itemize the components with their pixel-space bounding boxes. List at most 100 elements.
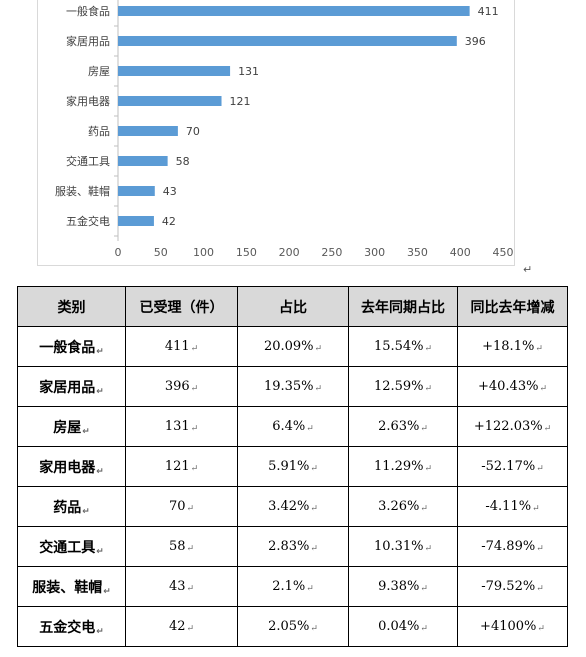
value-cell: 43↵ (125, 566, 238, 607)
paragraph-mark: ↵ (186, 624, 195, 634)
cell-text: 3.26% (378, 499, 420, 514)
cell-text: 12.59% (373, 379, 424, 394)
category-cell: 药品↵ (17, 486, 126, 527)
value-cell: 131↵ (125, 406, 238, 447)
paragraph-mark: ↵ (190, 344, 199, 354)
category-cell: 家用电器↵ (17, 446, 126, 487)
value-cell: 6.4%↵ (237, 406, 349, 447)
category-label: 房屋 (88, 65, 110, 78)
category-label: 药品 (88, 125, 110, 138)
value-cell: 2.05%↵ (237, 606, 349, 647)
cell-text: 131 (164, 419, 190, 434)
cell-text: 6.4% (272, 419, 306, 434)
category-label: 家居用品 (66, 34, 110, 48)
bar (118, 66, 231, 76)
table-row: 五金交电↵ 42↵ 2.05%↵ 0.04%↵ +4100%↵ (17, 606, 568, 647)
cell-text: 2.05% (268, 619, 310, 634)
paragraph-mark: ↵ (96, 466, 104, 477)
paragraph-mark: ↵ (190, 384, 199, 394)
paragraph-mark: ↵ (536, 464, 544, 474)
paragraph-mark: ↵ (536, 584, 544, 594)
value-cell: +40.43%↵ (457, 366, 568, 407)
x-tick-label: 350 (407, 246, 428, 259)
cell-text: +40.43% (477, 379, 539, 394)
paragraph-mark: ↵ (543, 424, 552, 434)
cell-text: 396 (164, 379, 190, 394)
value-cell: 11.29%↵ (348, 446, 458, 487)
bar (118, 96, 222, 106)
cell-text: -74.89% (481, 539, 536, 554)
paragraph-mark: ↵ (96, 626, 104, 637)
column-header: 已受理（件） (125, 286, 238, 327)
table-row: 家居用品↵ 396↵ 19.35%↵ 12.59%↵ +40.43%↵ (17, 366, 568, 407)
value-cell: 2.1%↵ (237, 566, 349, 607)
table-body: 一般食品↵ 411↵ 20.09%↵ 15.54%↵ +18.1%↵ 家居用品↵ 396↵ 1… (17, 326, 568, 647)
table-header-row: 类别 已受理（件） 占比 去年同期占比 同比去年增减 (17, 286, 568, 327)
cell-text: 70 (168, 499, 186, 514)
value-cell: +18.1%↵ (457, 326, 568, 367)
bar (118, 216, 154, 226)
table-row: 一般食品↵ 411↵ 20.09%↵ 15.54%↵ +18.1%↵ (17, 326, 568, 367)
x-tick-label: 450 (493, 246, 514, 259)
data-label: 42 (162, 215, 176, 228)
bar-chart: 一般食品 411 家居用品 396 房屋 131 家用电器 121 药品 70 交通工具 58 服装、鞋… (55, 0, 514, 259)
cell-text: 五金交电 (39, 619, 96, 636)
paragraph-mark: ↵ (186, 504, 195, 514)
cell-text: 0.04% (378, 619, 420, 634)
category-cell: 一般食品↵ (17, 326, 126, 367)
cell-text: 交通工具 (39, 539, 96, 556)
data-label: 411 (478, 5, 499, 18)
paragraph-mark: ↵ (310, 504, 318, 514)
paragraph-mark: ↵ (103, 586, 111, 597)
cell-text: 10.31% (373, 539, 424, 554)
paragraph-mark: ↵ (420, 584, 428, 594)
column-header: 同比去年增减 (457, 286, 568, 327)
x-tick-label: 250 (321, 246, 342, 259)
data-label: 70 (186, 125, 200, 138)
data-label: 131 (238, 65, 259, 78)
cell-text: 11.29% (373, 459, 424, 474)
paragraph-mark: ↵ (186, 584, 195, 594)
table-row: 药品↵ 70↵ 3.42%↵ 3.26%↵ -4.11%↵ (17, 486, 568, 527)
category-label: 一般食品 (66, 4, 110, 18)
category-label: 交通工具 (66, 154, 110, 168)
category-cell: 服装、鞋帽↵ (17, 566, 126, 607)
bar (118, 6, 470, 16)
value-cell: 70↵ (125, 486, 238, 527)
cell-text: 家用电器 (39, 459, 96, 476)
paragraph-mark: ↵ (314, 384, 323, 394)
value-cell: 42↵ (125, 606, 238, 647)
value-cell: -4.11%↵ (457, 486, 568, 527)
value-cell: 15.54%↵ (348, 326, 458, 367)
cell-text: 20.09% (263, 339, 314, 354)
bar (118, 156, 168, 166)
paragraph-mark: ↵ (310, 624, 318, 634)
x-tick-label: 0 (115, 246, 122, 259)
category-cell: 五金交电↵ (17, 606, 126, 647)
table-row: 交通工具↵ 58↵ 2.83%↵ 10.31%↵ -74.89%↵ (17, 526, 568, 567)
cell-text: 58 (168, 539, 186, 554)
x-tick-label: 400 (450, 246, 471, 259)
category-cell: 房屋↵ (17, 406, 126, 447)
table-row: 家用电器↵ 121↵ 5.91%↵ 11.29%↵ -52.17%↵ (17, 446, 568, 487)
bar (118, 36, 457, 46)
paragraph-mark: ↵ (96, 346, 104, 357)
cell-text: 43 (168, 579, 186, 594)
value-cell: 19.35%↵ (237, 366, 349, 407)
category-label: 服装、鞋帽 (55, 184, 110, 198)
value-cell: 58↵ (125, 526, 238, 567)
value-cell: 2.83%↵ (237, 526, 349, 567)
bar (118, 186, 155, 196)
chart-container: 一般食品 411 家居用品 396 房屋 131 家用电器 121 药品 70 交通工具 58 服装、鞋… (37, 0, 515, 266)
paragraph-mark: ↵ (186, 544, 195, 554)
cell-text: 5.91% (268, 459, 310, 474)
cell-text: 42 (168, 619, 186, 634)
cell-text: -4.11% (485, 499, 532, 514)
x-tick-label: 300 (364, 246, 385, 259)
paragraph-mark: ↵ (537, 624, 545, 634)
paragraph-mark: ↵ (424, 384, 433, 394)
paragraph-mark: ↵ (96, 386, 104, 397)
cell-text: +4100% (480, 619, 537, 634)
category-cell: 家居用品↵ (17, 366, 126, 407)
paragraph-mark: ↵ (190, 464, 199, 474)
